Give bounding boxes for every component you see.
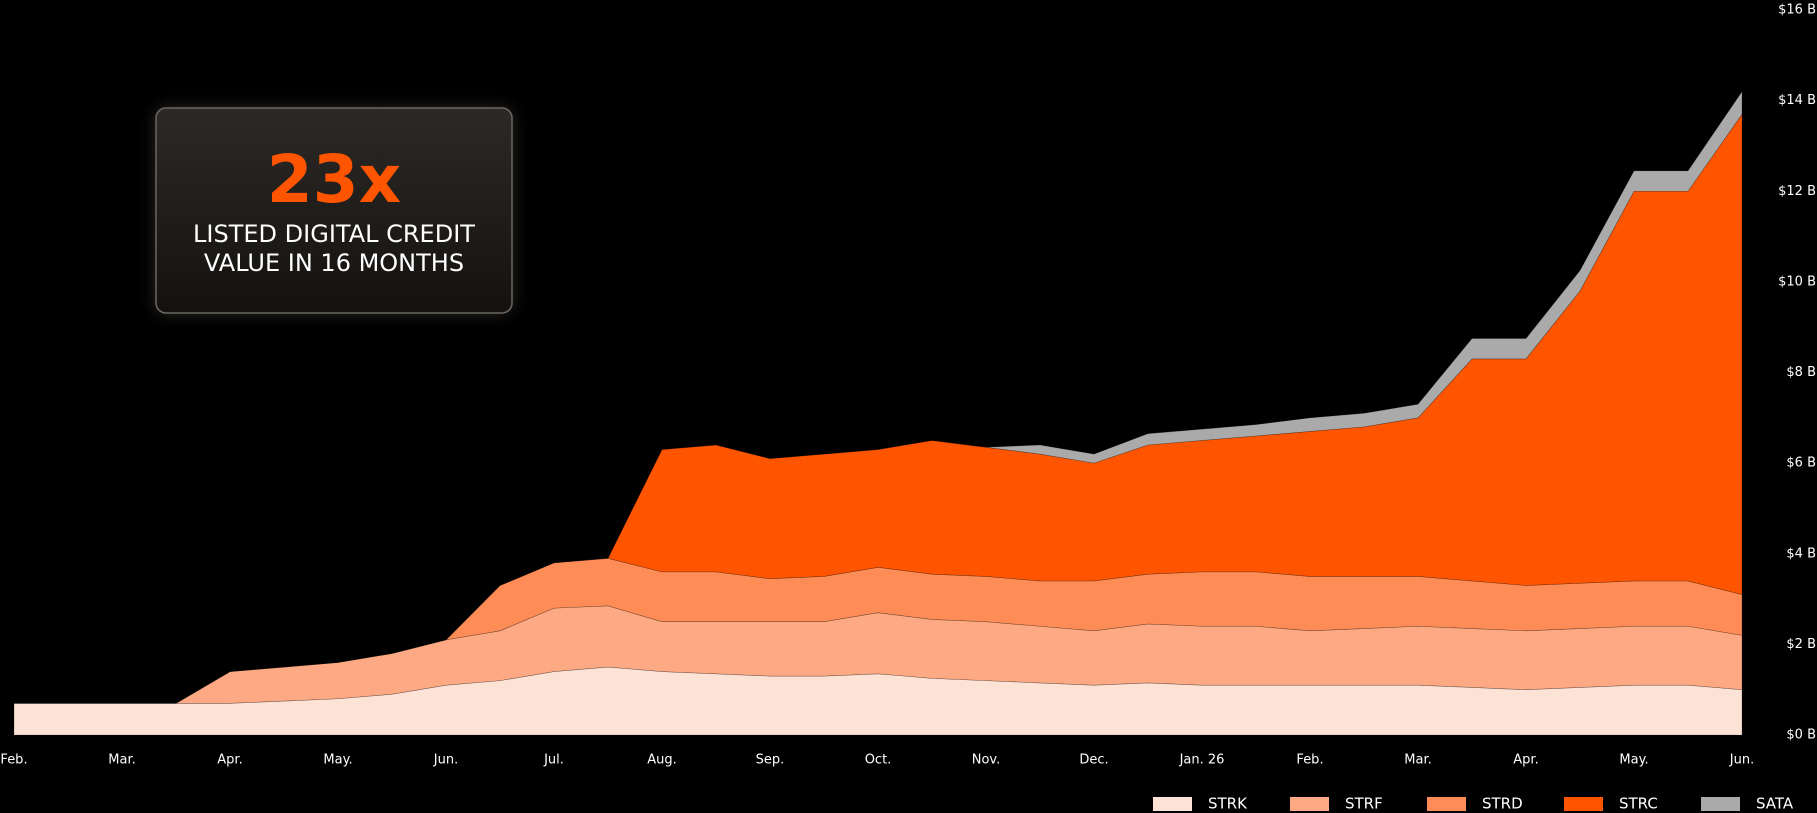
x-tick-label: May. (323, 753, 352, 768)
x-tick-label: Mar. (108, 753, 135, 768)
y-tick-label: $4 B (1786, 546, 1816, 561)
legend-swatch (1290, 797, 1329, 811)
x-tick-label: May. (1619, 753, 1648, 768)
legend-swatch (1427, 797, 1466, 811)
x-tick-label: Aug. (647, 753, 677, 768)
x-tick-label: Jan. 26 (1179, 753, 1225, 768)
y-tick-label: $6 B (1786, 456, 1816, 471)
x-tick-label: Apr. (217, 753, 242, 768)
legend-label: STRD (1482, 795, 1523, 813)
y-tick-label: $0 B (1786, 728, 1816, 743)
y-tick-label: $2 B (1786, 637, 1816, 652)
area (14, 557, 1743, 704)
y-tick-label: $12 B (1778, 184, 1816, 199)
area (14, 90, 1743, 704)
plot-area (13, 90, 1743, 736)
x-tick-label: Mar. (1404, 753, 1431, 768)
x-tick-label: Dec. (1079, 753, 1108, 768)
y-tick-label: $16 B (1778, 3, 1816, 18)
y-tick-label: $10 B (1778, 274, 1816, 289)
legend-label: STRF (1345, 795, 1383, 813)
x-tick-label: Nov. (972, 753, 1001, 768)
x-tick-label: Feb. (1296, 753, 1323, 768)
x-tick-label: Jun. (433, 753, 458, 768)
callout-box (155, 107, 513, 314)
x-tick-label: Feb. (0, 753, 27, 768)
area (14, 113, 1743, 704)
x-tick-label: Sep. (756, 753, 785, 768)
legend-label: STRK (1208, 795, 1248, 813)
legend-label: STRC (1619, 795, 1658, 813)
x-tick-label: Oct. (865, 753, 892, 768)
y-tick-label: $8 B (1786, 365, 1816, 380)
callout-line: LISTED DIGITAL CREDIT (193, 220, 475, 248)
callout-headline: 23x (267, 141, 401, 218)
legend-swatch (1153, 797, 1192, 811)
callout-line: VALUE IN 16 MONTHS (204, 249, 464, 277)
legend-swatch (1701, 797, 1740, 811)
x-tick-label: Jun. (1729, 753, 1754, 768)
x-tick-label: Jul. (543, 753, 564, 768)
legend-swatch (1564, 797, 1603, 811)
y-tick-label: $14 B (1778, 93, 1816, 108)
callout: 23x LISTED DIGITAL CREDIT VALUE IN 16 MO… (155, 107, 513, 314)
x-tick-label: Apr. (1513, 753, 1538, 768)
legend-label: SATA (1756, 795, 1794, 813)
